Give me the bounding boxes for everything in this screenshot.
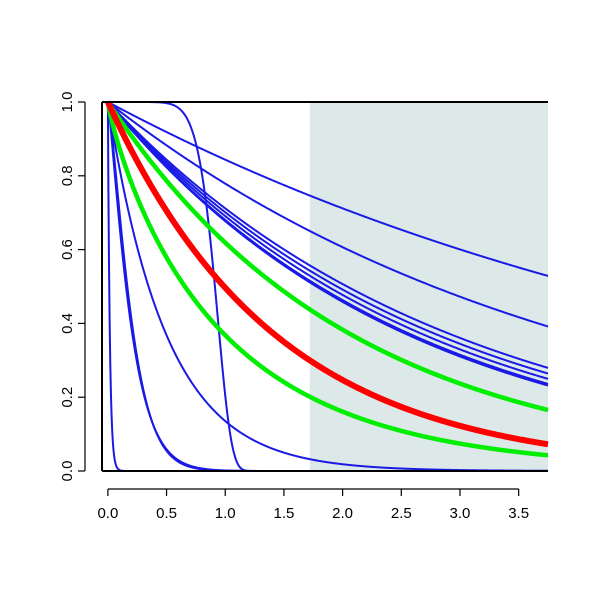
series-line-red-15 [105,100,551,448]
x-tick-label: 2.5 [391,505,412,522]
shaded-region [309,102,548,471]
y-tick-label: 0.2 [59,387,76,408]
x-tick-label: 0.5 [156,505,177,522]
series-line-blue-4 [107,101,549,375]
x-tick-label: 2.0 [332,505,353,522]
series-line-blue-3 [107,101,549,369]
series-line-green-14 [105,101,550,458]
series-line-green-13 [105,100,550,413]
y-tick-label: 0.6 [59,239,76,260]
x-tick-label: 0.0 [97,505,118,522]
series-line-blue-7 [107,101,549,387]
y-tick-label: 1.0 [59,92,76,113]
series-line-blue-2 [107,101,549,328]
y-tick-label: 0.8 [59,165,76,186]
series-line-blue-5 [107,101,549,380]
y-tick-label: 0.4 [59,313,76,334]
y-tick-label: 0.0 [59,461,76,482]
series-line-blue-1 [107,101,549,277]
x-tick-label: 3.0 [450,505,471,522]
axes-layer: 0.0 0.5 1.0 1.5 2.0 2.5 3.0 3.5 0.0 0.2 0.4 0.6 0.8 1… [59,92,548,522]
x-tick-label: 3.5 [508,505,529,522]
x-tick-label: 1.0 [215,505,236,522]
x-tick-label: 1.5 [273,505,294,522]
